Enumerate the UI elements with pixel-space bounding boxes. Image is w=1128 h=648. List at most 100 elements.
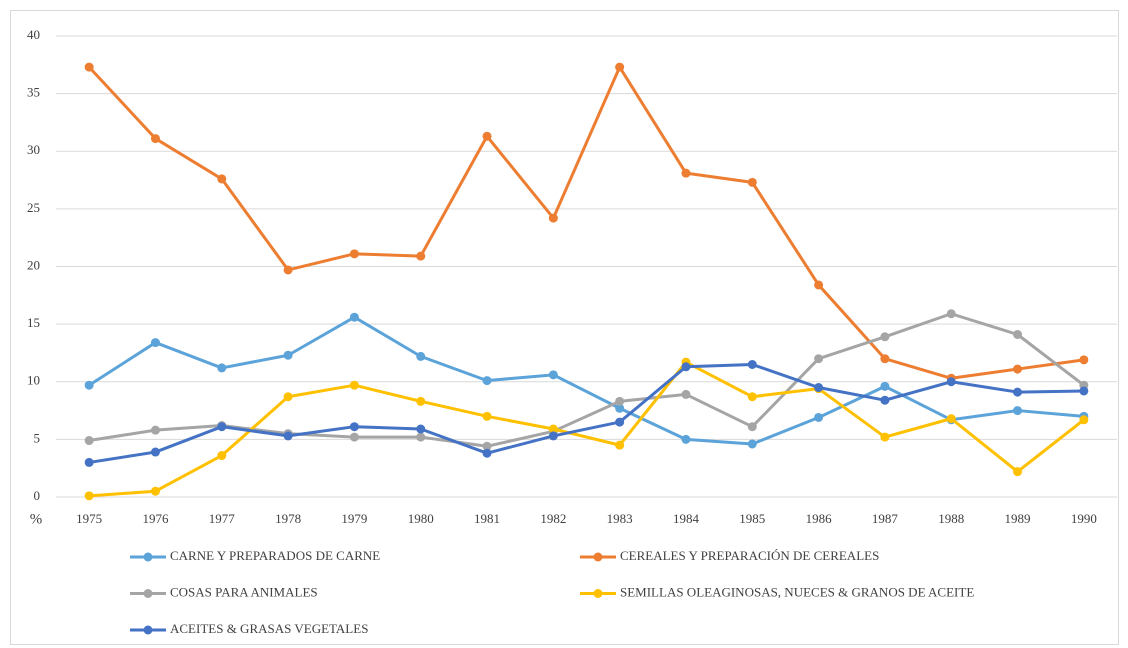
data-point xyxy=(814,280,824,290)
x-tick-label: 1978 xyxy=(275,511,301,526)
legend-marker xyxy=(143,589,153,598)
data-point xyxy=(681,362,691,372)
y-tick-label: 35 xyxy=(27,85,40,100)
x-tick-label: 1976 xyxy=(142,511,169,526)
data-point xyxy=(747,439,757,449)
data-point xyxy=(150,486,160,496)
data-point xyxy=(747,392,757,402)
legend-label: CEREALES Y PREPARACIÓN DE CEREALES xyxy=(620,548,879,563)
data-point xyxy=(814,354,824,364)
data-point xyxy=(416,251,426,261)
x-tick-label: 1980 xyxy=(408,511,434,526)
x-tick-label: 1981 xyxy=(474,511,500,526)
data-point xyxy=(946,309,956,319)
y-tick-label: 15 xyxy=(27,315,40,330)
legend-marker xyxy=(143,552,153,562)
x-tick-label: 1990 xyxy=(1071,511,1097,526)
legend-label: ACEITES & GRASAS VEGETALES xyxy=(170,621,368,636)
data-point xyxy=(1013,406,1023,416)
x-tick-label: 1986 xyxy=(806,511,833,526)
x-tick-label: 1984 xyxy=(673,511,700,526)
data-point xyxy=(416,424,426,434)
data-point xyxy=(349,312,359,322)
data-point xyxy=(150,447,160,457)
y-tick-label: 25 xyxy=(27,200,40,215)
x-tick-label: 1983 xyxy=(607,511,633,526)
data-point xyxy=(814,412,824,422)
data-point xyxy=(681,434,691,444)
data-point xyxy=(681,389,691,399)
x-tick-label: 1982 xyxy=(540,511,566,526)
data-point xyxy=(880,332,890,342)
data-point xyxy=(84,380,94,390)
legend-label: COSAS PARA ANIMALES xyxy=(170,584,318,599)
data-point xyxy=(84,436,94,446)
data-point xyxy=(747,177,757,187)
data-point xyxy=(548,424,558,434)
data-point xyxy=(548,370,558,380)
data-point xyxy=(1013,329,1023,339)
data-point xyxy=(482,131,492,141)
data-point xyxy=(1079,355,1089,365)
legend-marker xyxy=(593,589,603,598)
data-point xyxy=(416,396,426,406)
series-line xyxy=(88,312,1085,448)
data-point xyxy=(946,414,956,424)
data-point xyxy=(150,134,160,144)
data-point xyxy=(814,383,824,393)
data-point xyxy=(482,441,492,451)
chart-border xyxy=(10,10,1119,645)
data-point xyxy=(482,411,492,421)
data-point xyxy=(681,168,691,178)
data-point xyxy=(615,403,625,413)
y-tick-label: 0 xyxy=(34,488,41,503)
data-point xyxy=(84,62,94,72)
legend-marker xyxy=(143,625,153,635)
data-point xyxy=(1079,386,1089,396)
data-point xyxy=(283,350,293,360)
data-point xyxy=(349,380,359,390)
y-tick-label: 5 xyxy=(34,430,41,445)
y-tick-label: 20 xyxy=(27,257,40,272)
data-point xyxy=(615,417,625,427)
data-point xyxy=(482,448,492,458)
legend-label: CARNE Y PREPARADOS DE CARNE xyxy=(170,548,380,563)
data-point xyxy=(880,381,890,391)
data-point xyxy=(84,491,94,501)
y-tick-label: 30 xyxy=(27,142,40,157)
data-point xyxy=(1013,467,1023,477)
data-point xyxy=(150,338,160,348)
data-point xyxy=(946,377,956,387)
series-line xyxy=(88,65,1085,380)
x-tick-label: 1975 xyxy=(76,511,102,526)
data-point xyxy=(416,351,426,361)
data-point xyxy=(349,249,359,259)
x-tick-label: 1985 xyxy=(739,511,765,526)
data-point xyxy=(1079,415,1089,425)
legend-marker xyxy=(593,552,603,562)
data-point xyxy=(217,451,227,461)
data-point xyxy=(548,213,558,223)
x-tick-label: 1979 xyxy=(341,511,367,526)
y-tick-label: 40 xyxy=(27,27,40,42)
data-point xyxy=(880,354,890,364)
data-point xyxy=(416,432,426,442)
series-line xyxy=(88,362,1084,464)
data-point xyxy=(84,457,94,467)
data-point xyxy=(283,431,293,441)
data-point xyxy=(1013,387,1023,397)
x-tick-label: 1987 xyxy=(872,511,899,526)
data-point xyxy=(615,62,625,72)
data-point xyxy=(747,359,757,369)
data-point xyxy=(482,376,492,386)
data-point xyxy=(283,392,293,402)
data-point xyxy=(283,265,293,275)
series-line xyxy=(89,360,1085,498)
x-tick-label: 1989 xyxy=(1005,511,1031,526)
x-tick-label: 1988 xyxy=(938,511,964,526)
data-point xyxy=(217,174,227,184)
y-tick-label: 10 xyxy=(27,373,40,388)
data-point xyxy=(615,440,625,450)
data-point xyxy=(880,395,890,405)
